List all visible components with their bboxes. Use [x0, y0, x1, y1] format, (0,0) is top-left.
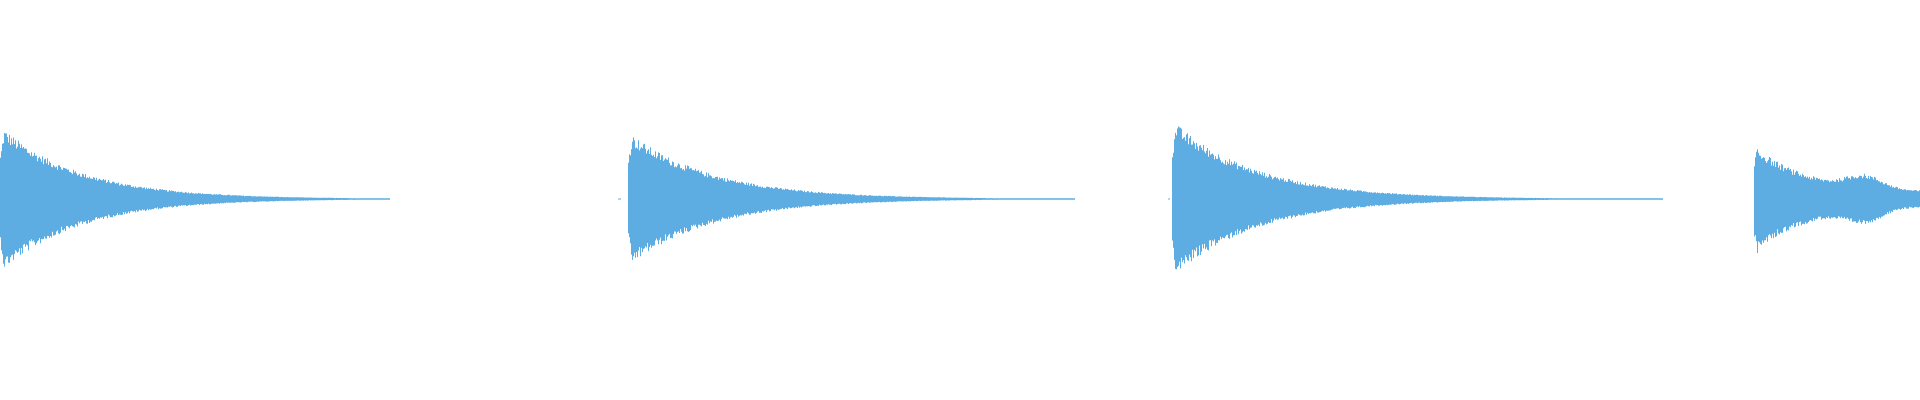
waveform-residual-sample — [1655, 198, 1657, 200]
waveform-residual-sample — [1645, 198, 1647, 200]
waveform-segment-3 — [1172, 126, 1663, 270]
waveform-residual-sample — [384, 198, 386, 200]
waveform-envelope — [628, 137, 1075, 260]
waveform-envelope — [1172, 126, 1663, 270]
waveform-residual-sample — [1635, 198, 1637, 200]
waveform-envelope — [1754, 149, 1920, 253]
waveform-envelope — [0, 133, 390, 267]
waveform-segment-4 — [1754, 149, 1920, 253]
waveform-residual-sample — [375, 198, 377, 200]
waveform-residual-sample — [1168, 198, 1170, 200]
waveform-segment-1 — [0, 133, 390, 267]
waveform-residual-sample — [365, 198, 367, 200]
waveform-segment-2 — [628, 137, 1075, 260]
waveform-residual-sample — [618, 198, 621, 200]
